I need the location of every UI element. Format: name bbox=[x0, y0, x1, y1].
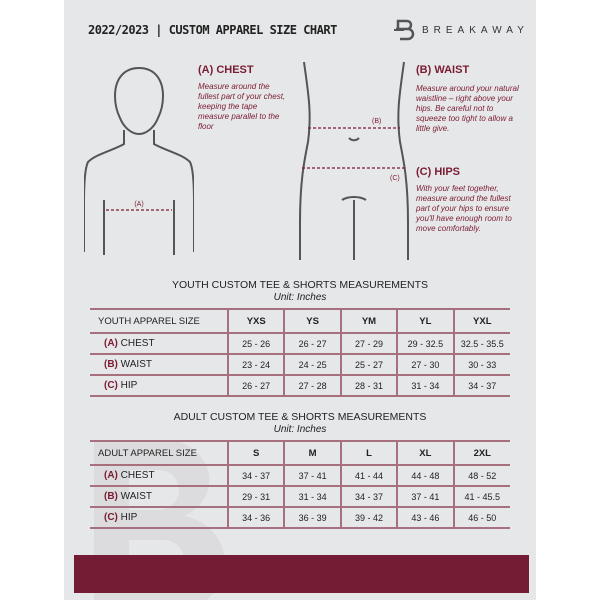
row-label: (A) CHEST bbox=[90, 333, 228, 355]
cell: 25 - 26 bbox=[226, 333, 285, 355]
size-header: S bbox=[226, 441, 285, 466]
chest-instructions: Measure around the fullest part of your … bbox=[198, 82, 286, 131]
row-label: (B) WAIST bbox=[90, 354, 228, 376]
cell: 27 - 30 bbox=[396, 354, 454, 376]
table-header-row: ADULT APPAREL SIZE S M L XL 2XL bbox=[90, 441, 510, 466]
cell: 26 - 27 bbox=[226, 375, 285, 397]
table-header-row: YOUTH APPAREL SIZE YXS YS YM YL YXL bbox=[90, 309, 510, 334]
chest-heading: (A) CHEST bbox=[198, 64, 254, 76]
table-row: (A) CHEST 25 - 26 26 - 27 27 - 29 29 - 32.5 3… bbox=[90, 333, 510, 355]
row-label: (C) HIP bbox=[90, 507, 228, 529]
brand-logo: BREAKAWAY bbox=[394, 18, 529, 42]
cell: 43 - 46 bbox=[396, 507, 454, 529]
cell: 29 - 31 bbox=[226, 486, 285, 508]
size-header: YXL bbox=[452, 309, 510, 334]
cell: 37 - 41 bbox=[283, 465, 341, 487]
cell: 41 - 44 bbox=[339, 465, 398, 487]
waist-hips-figure-illustration: (B) (C) bbox=[299, 61, 409, 260]
youth-table-title: YOUTH CUSTOM TEE & SHORTS MEASUREMENTS bbox=[171, 279, 429, 291]
cell: 27 - 29 bbox=[339, 333, 398, 355]
brand-name: BREAKAWAY bbox=[422, 24, 529, 36]
cell: 37 - 41 bbox=[396, 486, 454, 508]
chest-figure-illustration: (A) bbox=[84, 66, 194, 255]
cell: 28 - 31 bbox=[339, 375, 398, 397]
cell: 24 - 25 bbox=[283, 354, 341, 376]
size-header: XL bbox=[396, 441, 454, 466]
page-title: 2022/2023 | CUSTOM APPAREL SIZE CHART bbox=[88, 23, 337, 37]
cell: 27 - 28 bbox=[283, 375, 341, 397]
size-header: YXS bbox=[226, 309, 285, 334]
cell: 36 - 39 bbox=[283, 507, 341, 529]
cell: 34 - 36 bbox=[226, 507, 285, 529]
cell: 48 - 52 bbox=[452, 465, 510, 487]
adult-size-table: ADULT APPAREL SIZE S M L XL 2XL (A) CHES… bbox=[90, 440, 510, 529]
cell: 26 - 27 bbox=[283, 333, 341, 355]
cell: 34 - 37 bbox=[339, 486, 398, 508]
waist-instructions: Measure around your natural waistline – … bbox=[416, 84, 519, 133]
size-chart-page: 2022/2023 | CUSTOM APPAREL SIZE CHART BR… bbox=[64, 0, 536, 600]
size-header: 2XL bbox=[452, 441, 510, 466]
adult-table-title: ADULT CUSTOM TEE & SHORTS MEASUREMENTS bbox=[173, 411, 427, 423]
table-row: (A) CHEST 34 - 37 37 - 41 41 - 44 44 - 48 48 … bbox=[90, 465, 510, 487]
cell: 41 - 45.5 bbox=[452, 486, 510, 508]
table-row: (B) WAIST 29 - 31 31 - 34 34 - 37 37 - 41 41 … bbox=[90, 486, 510, 508]
table-row: (C) HIP 26 - 27 27 - 28 28 - 31 31 - 34 34 - … bbox=[90, 375, 510, 397]
waist-marker: (B) bbox=[372, 118, 381, 125]
chest-marker: (A) bbox=[134, 201, 143, 208]
cell: 29 - 32.5 bbox=[396, 333, 454, 355]
cell: 31 - 34 bbox=[283, 486, 341, 508]
cell: 32.5 - 35.5 bbox=[452, 333, 510, 355]
youth-size-table: YOUTH APPAREL SIZE YXS YS YM YL YXL (A) … bbox=[90, 308, 510, 397]
adult-table-unit: Unit: Inches bbox=[273, 424, 327, 435]
row-label: (A) CHEST bbox=[90, 465, 228, 487]
size-header: YL bbox=[396, 309, 454, 334]
hips-marker: (C) bbox=[390, 175, 400, 182]
cell: 31 - 34 bbox=[396, 375, 454, 397]
cell: 39 - 42 bbox=[339, 507, 398, 529]
column-header: ADULT APPAREL SIZE bbox=[90, 441, 228, 466]
youth-table-unit: Unit: Inches bbox=[273, 292, 327, 303]
cell: 34 - 37 bbox=[452, 375, 510, 397]
cell: 34 - 37 bbox=[226, 465, 285, 487]
size-header: YS bbox=[283, 309, 341, 334]
table-row: (B) WAIST 23 - 24 24 - 25 25 - 27 27 - 30 30 … bbox=[90, 354, 510, 376]
cell: 44 - 48 bbox=[396, 465, 454, 487]
size-header: L bbox=[339, 441, 398, 466]
size-header: M bbox=[283, 441, 341, 466]
cell: 46 - 50 bbox=[452, 507, 510, 529]
hips-heading: (C) HIPS bbox=[416, 166, 460, 178]
breakaway-logo-icon bbox=[394, 19, 415, 41]
column-header: YOUTH APPAREL SIZE bbox=[90, 309, 228, 334]
cell: 25 - 27 bbox=[339, 354, 398, 376]
row-label: (B) WAIST bbox=[90, 486, 228, 508]
cell: 23 - 24 bbox=[226, 354, 285, 376]
hips-instructions: With your feet together, measure around … bbox=[416, 184, 512, 233]
cell: 30 - 33 bbox=[452, 354, 510, 376]
waist-heading: (B) WAIST bbox=[416, 64, 470, 76]
row-label: (C) HIP bbox=[90, 375, 228, 397]
table-row: (C) HIP 34 - 36 36 - 39 39 - 42 43 - 46 46 - … bbox=[90, 507, 510, 529]
footer-band bbox=[74, 555, 529, 593]
size-header: YM bbox=[339, 309, 398, 334]
